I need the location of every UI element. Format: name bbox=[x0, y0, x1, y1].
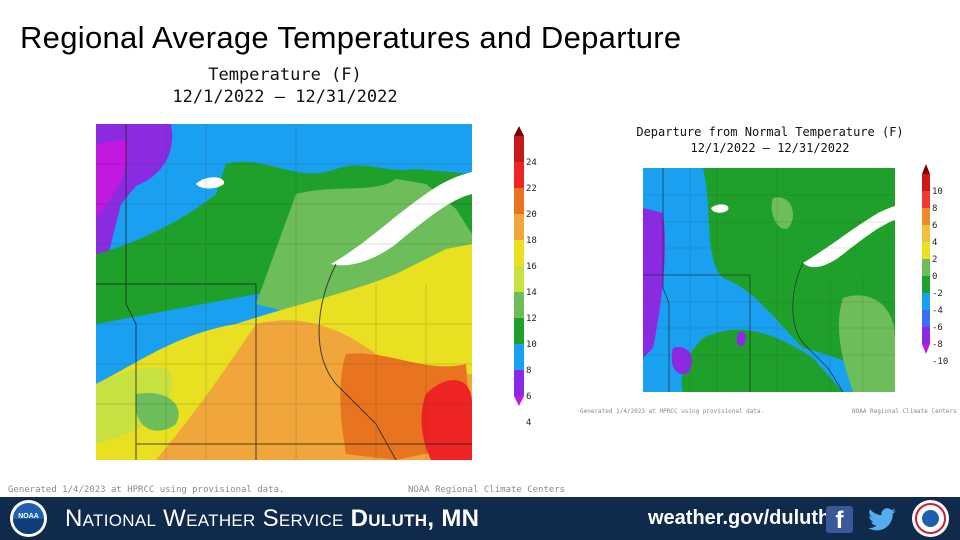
departure-colorbar-segment bbox=[922, 276, 930, 293]
lake-superior bbox=[331, 172, 472, 266]
temperature-colorbar-segment bbox=[514, 240, 524, 266]
temperature-colorbar-segment bbox=[514, 136, 524, 162]
temperature-map-title-line1: Temperature (F) bbox=[208, 65, 362, 85]
nws-logo[interactable] bbox=[912, 500, 949, 537]
banner-url-link[interactable]: weather.gov/duluth bbox=[648, 507, 831, 529]
departure-colorbar-segment bbox=[922, 327, 930, 344]
departure-colorbar-label: 8 bbox=[932, 204, 937, 214]
twitter-icon[interactable] bbox=[866, 504, 898, 534]
temperature-colorbar-label: 12 bbox=[526, 314, 537, 324]
departure-map-title-line1: Departure from Normal Temperature (F) bbox=[636, 125, 904, 139]
departure-colorbar-segment bbox=[922, 310, 930, 327]
departure-colorbar-segment bbox=[922, 208, 930, 225]
temperature-colorbar-label: 8 bbox=[526, 366, 531, 376]
banner-office: Duluth, MN bbox=[350, 505, 480, 532]
departure-colorbar-label: -2 bbox=[932, 289, 943, 299]
departure-colorbar-segment bbox=[922, 293, 930, 310]
temperature-colorbar-label: 20 bbox=[526, 210, 537, 220]
temperature-colorbar-label: 24 bbox=[526, 158, 537, 168]
temperature-colorbar-label: 14 bbox=[526, 288, 537, 298]
departure-colorbar-label: -6 bbox=[932, 323, 943, 333]
temperature-colorbar-label: 4 bbox=[526, 418, 531, 428]
noaa-logo[interactable]: NOAA bbox=[10, 500, 47, 537]
temperature-colorbar-label: 18 bbox=[526, 236, 537, 246]
departure-colorbar-segment bbox=[922, 225, 930, 242]
departure-colorbar-label: 6 bbox=[932, 221, 937, 231]
temperature-colorbar-segment bbox=[514, 214, 524, 240]
temperature-map-footnote-left: Generated 1/4/2023 at HPRCC using provis… bbox=[8, 485, 285, 495]
temperature-colorbar: 24 22 20 18 16 14 12 10 8 6 4 bbox=[514, 126, 537, 428]
departure-colorbar-label: 4 bbox=[932, 238, 937, 248]
departure-colorbar-label: -10 bbox=[932, 357, 948, 367]
red-lake bbox=[711, 204, 729, 213]
facebook-icon[interactable]: f bbox=[826, 506, 853, 534]
temperature-map-date-range: 12/1/2022 – 12/31/2022 bbox=[172, 87, 398, 107]
departure-colorbar-bottom-arrow bbox=[922, 344, 930, 354]
temperature-colorbar-segment bbox=[514, 266, 524, 292]
red-lake bbox=[196, 177, 225, 189]
nws-banner: NOAA National Weather Service Duluth, MN… bbox=[0, 497, 960, 540]
departure-colorbar-segment bbox=[922, 191, 930, 208]
lake-superior bbox=[803, 206, 895, 268]
temperature-colorbar-top-arrow bbox=[514, 126, 524, 136]
departure-colorbar-segment bbox=[922, 242, 930, 259]
temperature-colorbar-label: 10 bbox=[526, 340, 537, 350]
departure-map-title: Departure from Normal Temperature (F) 12… bbox=[630, 124, 910, 156]
temperature-colorbar-bottom-arrow bbox=[514, 396, 524, 406]
slide-title: Regional Average Temperatures and Depart… bbox=[20, 20, 682, 55]
departure-colorbar-label: 2 bbox=[932, 255, 937, 265]
temperature-map-title: Temperature (F) 12/1/2022 – 12/31/2022 bbox=[140, 64, 430, 108]
departure-map-date-range: 12/1/2022 – 12/31/2022 bbox=[690, 141, 850, 155]
temperature-colorbar-segment bbox=[514, 370, 524, 396]
temperature-colorbar-segment bbox=[514, 162, 524, 188]
departure-colorbar: 10 8 6 4 2 0 -2 -4 -6 -8 -10 bbox=[922, 164, 948, 367]
departure-colorbar-top-arrow bbox=[922, 164, 930, 174]
temperature-map bbox=[96, 124, 472, 460]
temperature-colorbar-segment bbox=[514, 344, 524, 370]
departure-colorbar-label: 0 bbox=[932, 272, 937, 282]
departure-colorbar-label: -4 bbox=[932, 306, 943, 316]
departure-colorbar-label: -8 bbox=[932, 340, 943, 350]
departure-colorbar-segment bbox=[922, 174, 930, 191]
departure-colorbar-label: 10 bbox=[932, 187, 943, 197]
temperature-colorbar-segment bbox=[514, 292, 524, 318]
temperature-map-footnote-right: NOAA Regional Climate Centers bbox=[408, 485, 566, 495]
noaa-logo-text: NOAA bbox=[18, 513, 39, 520]
banner-office-name: National Weather Service Duluth, MN bbox=[65, 505, 479, 533]
departure-map-footnote-right: NOAA Regional Climate Centers bbox=[852, 408, 957, 415]
temperature-colorbar-label: 6 bbox=[526, 392, 531, 402]
departure-colorbar-segment bbox=[922, 259, 930, 276]
banner-org-prefix: National Weather Service bbox=[65, 505, 344, 532]
departure-map-footnote-left: Generated 1/4/2023 at HPRCC using provis… bbox=[580, 408, 765, 415]
departure-map bbox=[643, 168, 895, 392]
temperature-colorbar-label: 22 bbox=[526, 184, 537, 194]
temperature-colorbar-segment bbox=[514, 188, 524, 214]
temperature-colorbar-segment bbox=[514, 318, 524, 344]
temperature-colorbar-label: 16 bbox=[526, 262, 537, 272]
